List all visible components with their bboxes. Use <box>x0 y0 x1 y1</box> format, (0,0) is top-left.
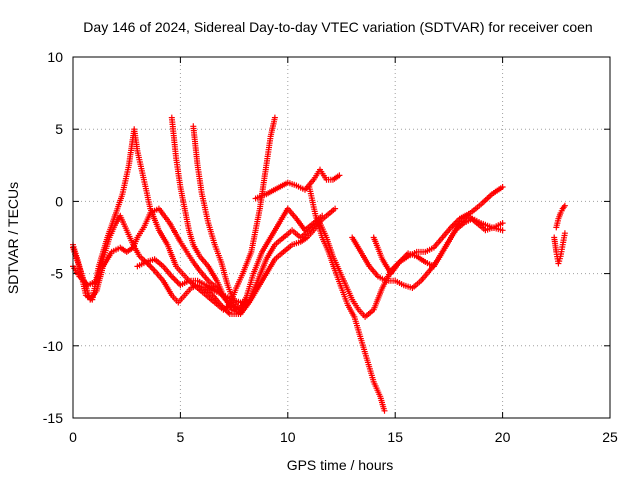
y-tick-label: 0 <box>55 193 63 209</box>
series-markers <box>306 184 388 414</box>
series-track-8 <box>306 184 388 414</box>
y-tick-label: -15 <box>43 410 63 426</box>
x-tick-label: 10 <box>280 429 296 445</box>
plot-frame <box>72 56 611 419</box>
series-markers <box>551 230 568 267</box>
y-axis-label: SDTVAR / TECUs <box>5 182 21 294</box>
x-axis-label: GPS time / hours <box>287 457 394 473</box>
series-track-4 <box>168 114 323 317</box>
x-tick-label: 25 <box>602 429 618 445</box>
series-track-13 <box>553 202 568 231</box>
series-markers <box>370 212 506 277</box>
series-markers <box>553 202 568 231</box>
y-tick-label: 10 <box>47 49 63 65</box>
grid-layer <box>73 57 610 418</box>
x-tick-label: 0 <box>69 429 77 445</box>
series-track-11 <box>370 212 506 277</box>
series-track-12 <box>551 230 568 267</box>
y-tick-label: 5 <box>55 121 63 137</box>
chart-title: Day 146 of 2024, Sidereal Day-to-day VTE… <box>83 19 592 35</box>
y-tick-label: -10 <box>43 338 63 354</box>
series-track-6 <box>134 205 339 306</box>
series-markers <box>134 205 339 306</box>
x-tick-label: 15 <box>387 429 403 445</box>
series-markers <box>168 114 323 317</box>
data-layer <box>70 114 568 414</box>
y-tick-label: -5 <box>51 266 64 282</box>
x-tick-label: 5 <box>177 429 185 445</box>
x-tick-label: 20 <box>495 429 511 445</box>
